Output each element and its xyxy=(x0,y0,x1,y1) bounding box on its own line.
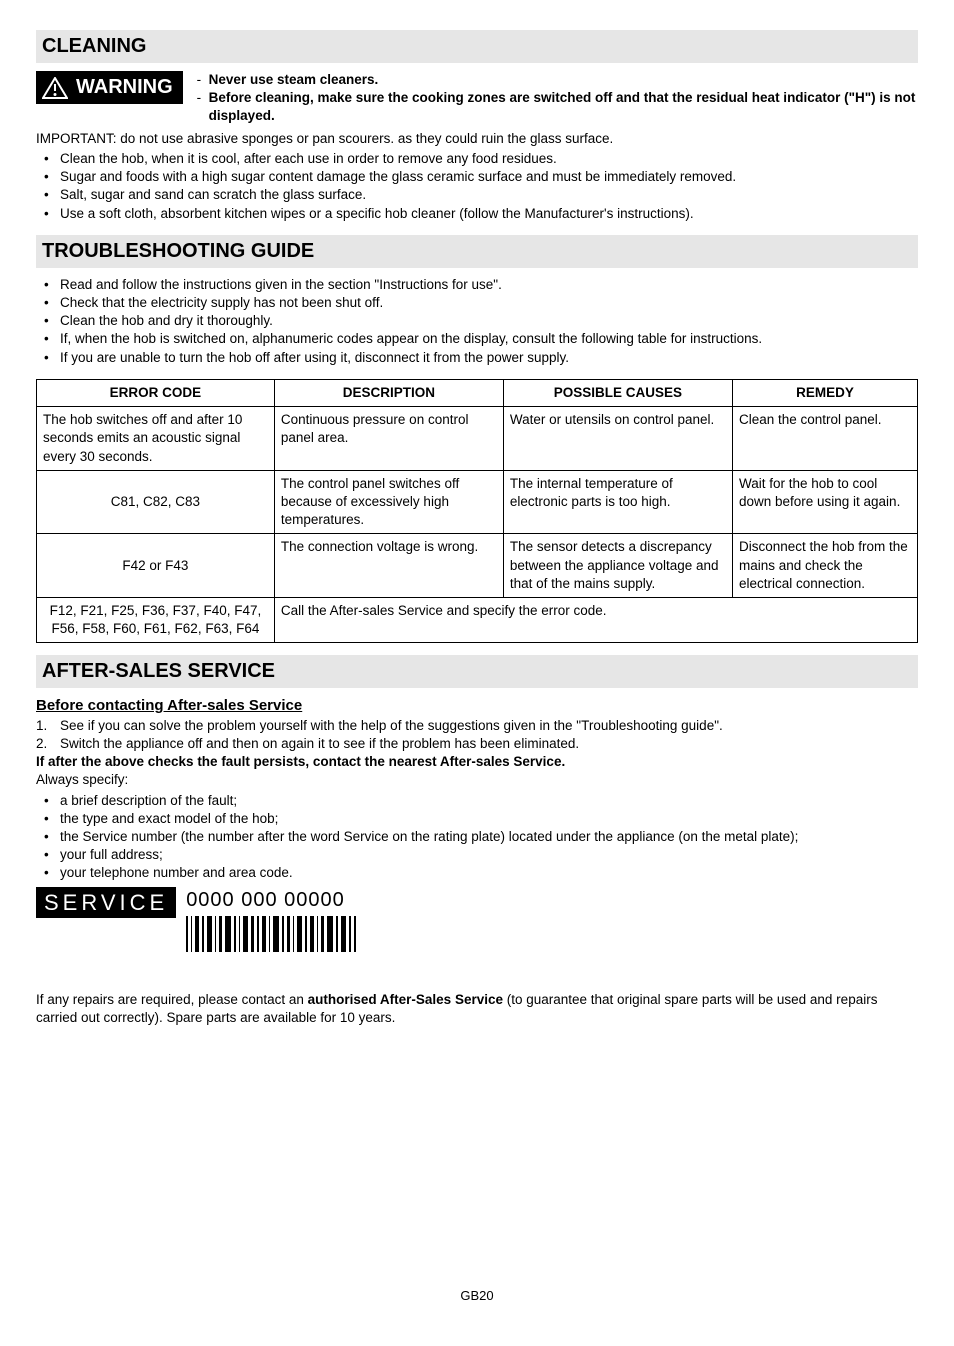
list-item: Switch the appliance off and then on aga… xyxy=(36,735,918,753)
list-item: If you are unable to turn the hob off af… xyxy=(36,349,918,367)
cell-span: Call the After-sales Service and specify… xyxy=(274,598,917,643)
th-cause: POSSIBLE CAUSES xyxy=(503,379,732,406)
cell-desc: Continuous pressure on control panel are… xyxy=(274,407,503,471)
list-item: your full address; xyxy=(36,846,918,864)
list-item: Clean the hob, when it is cool, after ea… xyxy=(36,150,918,168)
cell-desc: The connection voltage is wrong. xyxy=(274,534,503,598)
page-footer: GB20 xyxy=(36,1287,918,1305)
section-title-troubleshooting: TROUBLESHOOTING GUIDE xyxy=(36,235,918,268)
list-item: Sugar and foods with a high sugar conten… xyxy=(36,168,918,186)
warning-icon xyxy=(42,77,68,99)
repairs-pre: If any repairs are required, please cont… xyxy=(36,992,308,1007)
cell-remedy: Clean the control panel. xyxy=(732,407,917,471)
th-error: ERROR CODE xyxy=(37,379,275,406)
service-number: 0000 000 00000 xyxy=(186,887,356,914)
list-item: the Service number (the number after the… xyxy=(36,828,918,846)
warning-item: Never use steam cleaners. xyxy=(209,72,379,87)
aftersales-always: Always specify: xyxy=(36,771,918,789)
warning-item: Before cleaning, make sure the cooking z… xyxy=(209,90,916,123)
aftersales-bullets: a brief description of the fault; the ty… xyxy=(36,792,918,883)
cell-remedy: Disconnect the hob from the mains and ch… xyxy=(732,534,917,598)
cell-code: The hob switches off and after 10 second… xyxy=(37,407,275,471)
list-item: Salt, sugar and sand can scratch the gla… xyxy=(36,186,918,204)
table-row: C81, C82, C83 The control panel switches… xyxy=(37,470,918,534)
cell-remedy: Wait for the hob to cool down before usi… xyxy=(732,470,917,534)
list-item: the type and exact model of the hob; xyxy=(36,810,918,828)
troubleshooting-bullets: Read and follow the instructions given i… xyxy=(36,276,918,367)
list-item: your telephone number and area code. xyxy=(36,864,918,882)
cell-cause: The internal temperature of electronic p… xyxy=(503,470,732,534)
list-item: Read and follow the instructions given i… xyxy=(36,276,918,294)
service-block: SERVICE 0000 000 00000 xyxy=(36,887,918,957)
cell-cause: Water or utensils on control panel. xyxy=(503,407,732,471)
section-title-cleaning: CLEANING xyxy=(36,30,918,63)
cleaning-bullets: Clean the hob, when it is cool, after ea… xyxy=(36,150,918,223)
important-text: IMPORTANT: do not use abrasive sponges o… xyxy=(36,130,918,148)
warning-badge: WARNING xyxy=(36,71,183,104)
cell-code: F12, F21, F25, F36, F37, F40, F47, F56, … xyxy=(37,598,275,643)
error-table: ERROR CODE DESCRIPTION POSSIBLE CAUSES R… xyxy=(36,379,918,644)
th-remedy: REMEDY xyxy=(732,379,917,406)
list-item: Clean the hob and dry it thoroughly. xyxy=(36,312,918,330)
section-title-aftersales: AFTER-SALES SERVICE xyxy=(36,655,918,688)
list-item: Check that the electricity supply has no… xyxy=(36,294,918,312)
list-item: If, when the hob is switched on, alphanu… xyxy=(36,330,918,348)
cell-code: F42 or F43 xyxy=(37,534,275,598)
table-row: F42 or F43 The connection voltage is wro… xyxy=(37,534,918,598)
cell-code: C81, C82, C83 xyxy=(37,470,275,534)
list-item: See if you can solve the problem yoursel… xyxy=(36,717,918,735)
warning-list: Never use steam cleaners. Before cleanin… xyxy=(197,71,918,126)
cell-cause: The sensor detects a discrepancy between… xyxy=(503,534,732,598)
aftersales-numbered: See if you can solve the problem yoursel… xyxy=(36,717,918,753)
list-item: Use a soft cloth, absorbent kitchen wipe… xyxy=(36,205,918,223)
table-row: F12, F21, F25, F36, F37, F40, F47, F56, … xyxy=(37,598,918,643)
repairs-text: If any repairs are required, please cont… xyxy=(36,991,918,1027)
aftersales-bold-line: If after the above checks the fault pers… xyxy=(36,753,918,771)
th-desc: DESCRIPTION xyxy=(274,379,503,406)
cell-desc: The control panel switches off because o… xyxy=(274,470,503,534)
aftersales-subhead: Before contacting After-sales Service xyxy=(36,696,918,716)
barcode-icon xyxy=(186,916,356,952)
warning-label: WARNING xyxy=(76,74,173,101)
warning-block: WARNING Never use steam cleaners. Before… xyxy=(36,71,918,126)
repairs-bold: authorised After-Sales Service xyxy=(308,992,503,1007)
service-badge: SERVICE xyxy=(36,887,176,919)
table-row: The hob switches off and after 10 second… xyxy=(37,407,918,471)
list-item: a brief description of the fault; xyxy=(36,792,918,810)
